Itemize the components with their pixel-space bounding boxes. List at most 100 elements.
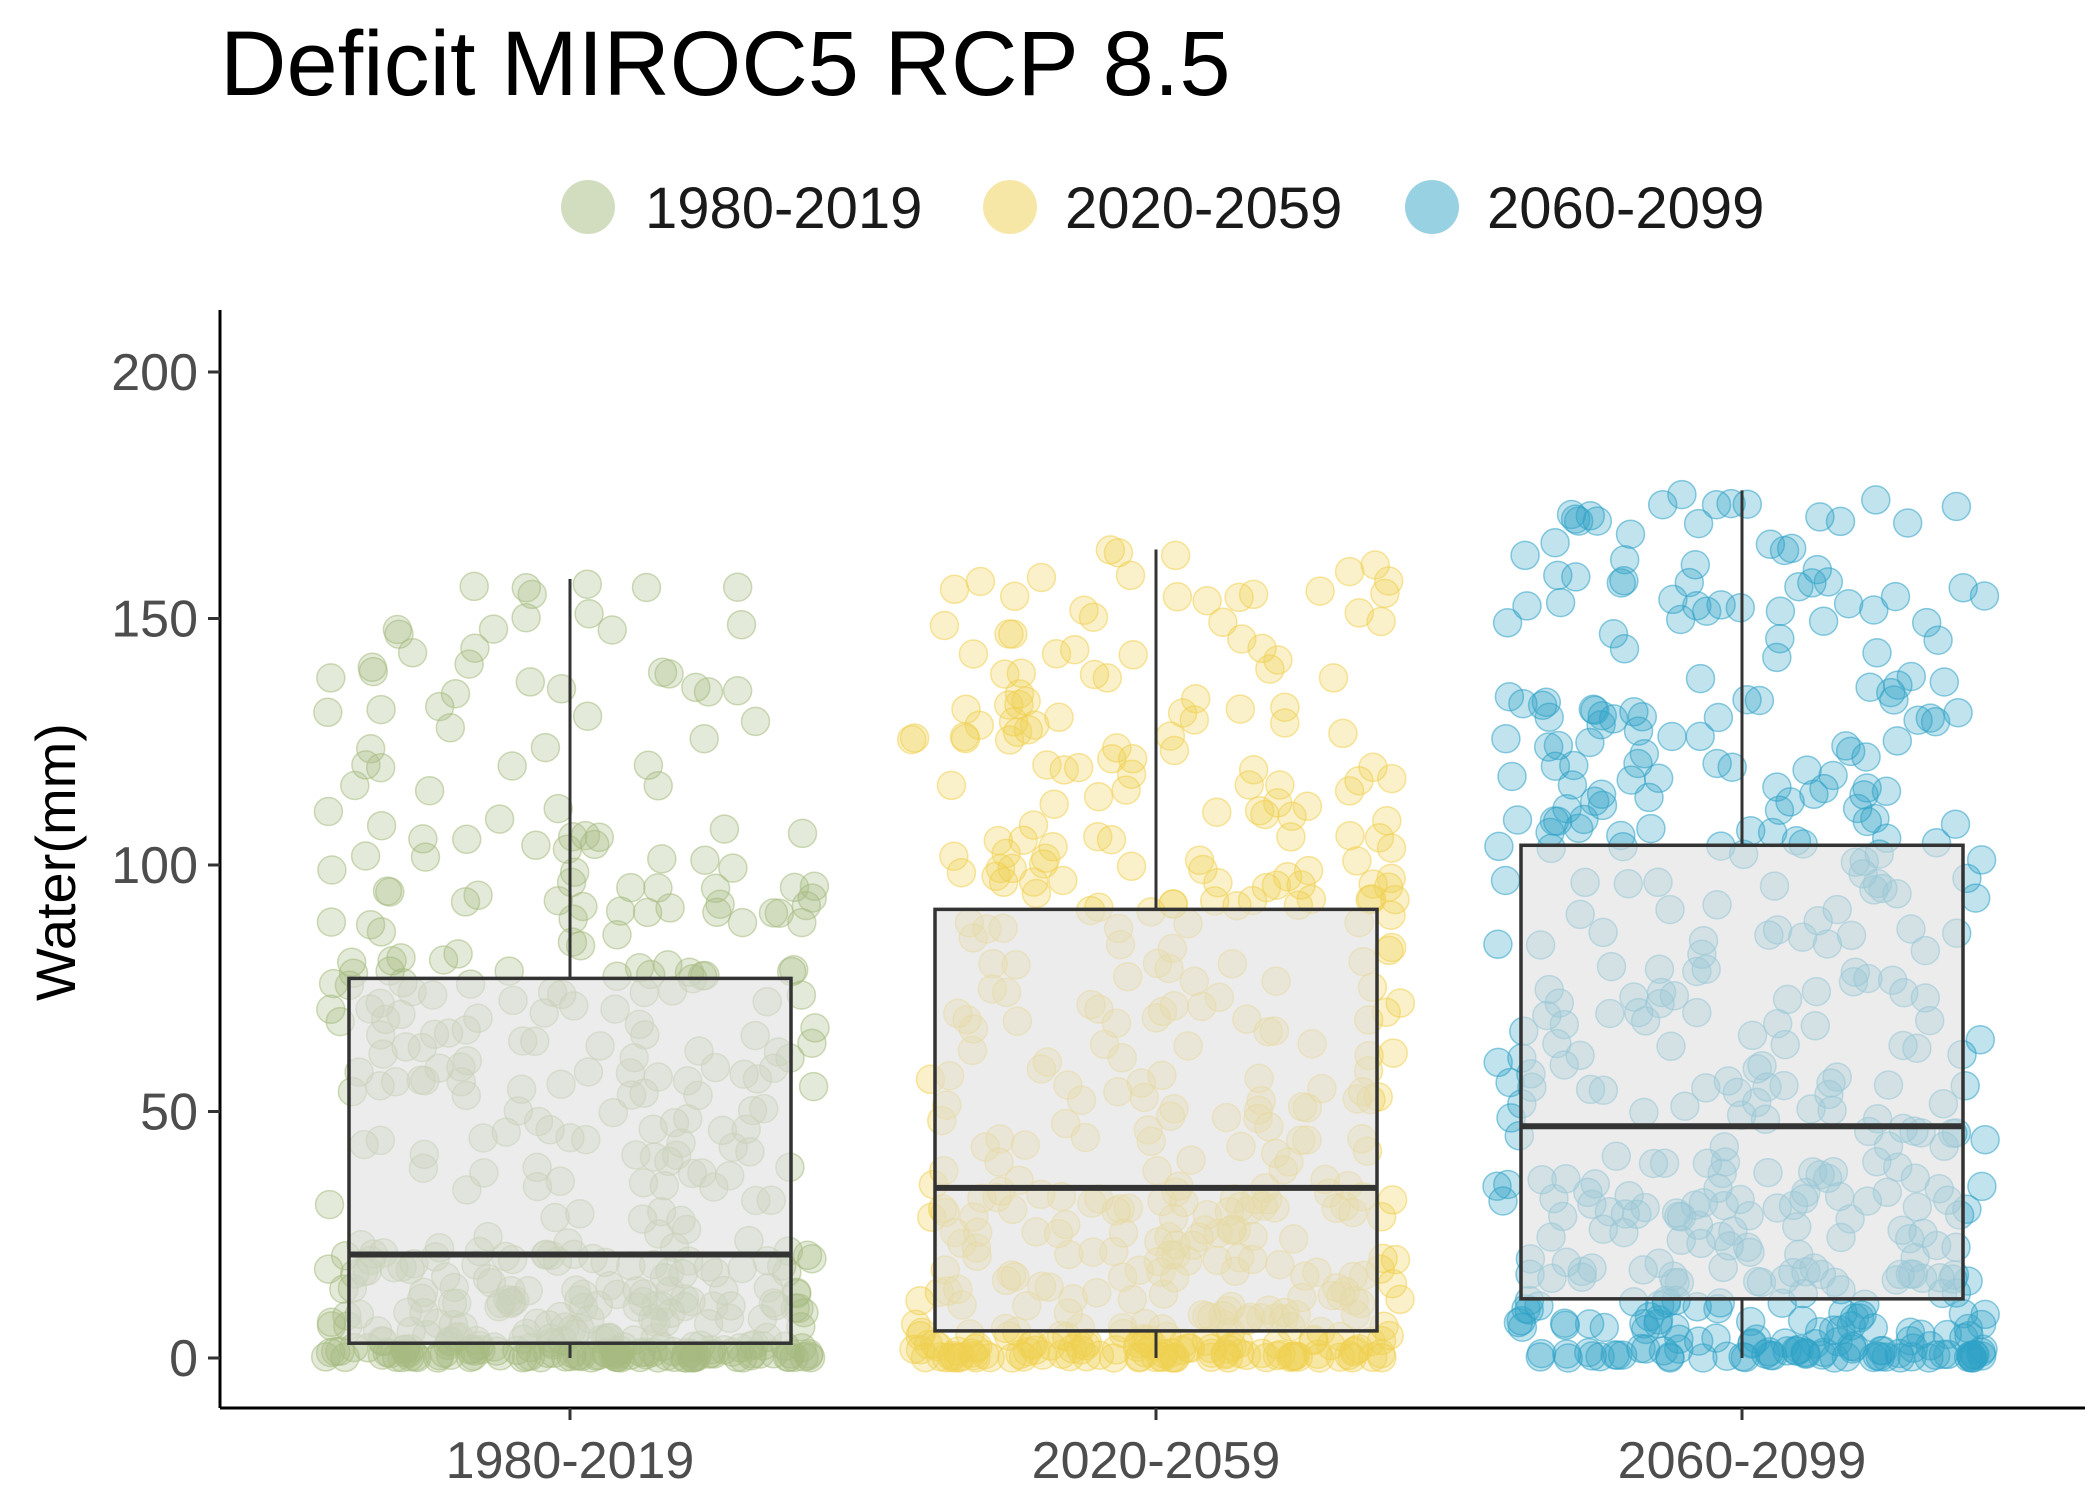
data-point: [1533, 732, 1564, 762]
data-point: [559, 857, 590, 887]
data-point: [1491, 723, 1521, 754]
iqr-box: [347, 976, 793, 1345]
data-point: [1013, 714, 1044, 745]
data-point: [1920, 706, 1951, 737]
legend-key-2: [1405, 180, 1459, 234]
data-point: [787, 1333, 817, 1363]
data-point: [1334, 556, 1365, 587]
box-2060-2099: [1519, 490, 1965, 1358]
data-point: [993, 690, 1024, 720]
data-point: [1835, 736, 1866, 767]
data-point: [1488, 1186, 1518, 1216]
data-point: [1358, 752, 1388, 783]
data-point: [1970, 1124, 2000, 1155]
data-point: [365, 752, 396, 783]
data-point: [1957, 1343, 1988, 1373]
data-point: [929, 610, 960, 641]
data-point: [1915, 703, 1946, 733]
data-point: [1098, 1343, 1129, 1373]
data-point: [1680, 550, 1711, 580]
data-point: [1018, 810, 1049, 840]
data-point: [1929, 667, 1960, 697]
y-axis-title: Water(mm): [24, 723, 87, 1001]
data-point: [1831, 731, 1861, 761]
data-point: [1005, 1339, 1035, 1370]
data-point: [574, 599, 604, 629]
data-point: [1688, 1343, 1718, 1373]
data-point: [1702, 748, 1732, 779]
data-point: [1879, 685, 1909, 715]
data-point: [923, 1331, 954, 1362]
data-point: [1839, 1332, 1869, 1362]
data-point: [1018, 867, 1049, 897]
data-point: [1933, 1339, 1963, 1370]
data-point: [985, 853, 1016, 884]
data-point: [797, 1243, 827, 1274]
data-point: [1648, 1336, 1679, 1366]
data-point: [1960, 883, 1991, 913]
data-point: [1623, 748, 1653, 779]
data-point: [355, 734, 386, 764]
data-point: [1859, 595, 1889, 625]
data-point: [1270, 692, 1300, 722]
data-point: [1044, 702, 1074, 733]
data-point: [690, 845, 720, 875]
data-point: [1162, 582, 1193, 612]
data-point: [1531, 687, 1562, 718]
data-point: [1609, 544, 1640, 575]
data-point: [1966, 845, 1997, 875]
data-point: [366, 917, 397, 947]
data-point: [899, 723, 930, 753]
iqr-box: [933, 907, 1379, 1333]
data-point: [443, 939, 473, 969]
data-point: [1970, 1299, 2000, 1330]
data-point: [1097, 744, 1127, 774]
legend-label-1: 2020-2059: [1065, 176, 1342, 241]
data-point: [960, 1333, 991, 1364]
data-point: [1880, 581, 1911, 612]
data-point: [1813, 567, 1844, 597]
data-point: [515, 667, 546, 697]
data-point: [1377, 1268, 1408, 1299]
data-point: [1125, 1342, 1155, 1372]
data-point: [602, 920, 632, 950]
data-point: [1028, 849, 1059, 879]
y-tick-label-4: 200: [111, 344, 198, 402]
data-point: [1751, 1339, 1781, 1369]
data-point: [1941, 491, 1972, 522]
data-point: [1335, 820, 1365, 851]
data-point: [1744, 685, 1775, 716]
data-point: [1587, 790, 1618, 821]
data-point: [1378, 1038, 1408, 1068]
data-point: [946, 857, 977, 888]
data-point: [1792, 755, 1822, 785]
data-point: [1497, 761, 1527, 792]
data-point: [1224, 582, 1254, 613]
data-point: [1494, 681, 1525, 712]
data-point: [1325, 1342, 1355, 1372]
data-point: [705, 889, 735, 919]
data-point: [1021, 878, 1052, 909]
data-point: [1683, 508, 1714, 539]
data-point: [1342, 846, 1372, 876]
data-point: [1188, 854, 1218, 885]
data-point: [1160, 540, 1191, 571]
box-2020-2059: [933, 549, 1379, 1358]
data-point: [1263, 645, 1293, 675]
data-point: [1159, 735, 1190, 766]
data-point: [652, 1341, 682, 1371]
data-point: [558, 904, 588, 934]
data-point: [1847, 1300, 1877, 1330]
data-point: [454, 649, 484, 679]
data-point: [1885, 1343, 1916, 1373]
data-point: [550, 1342, 581, 1372]
data-point: [1896, 661, 1927, 692]
box-1980-2019: [347, 579, 793, 1358]
data-point: [936, 770, 967, 801]
data-point: [451, 824, 482, 855]
data-point: [1862, 638, 1892, 668]
data-point: [1118, 640, 1148, 670]
data-point: [718, 853, 748, 883]
data-point: [1732, 684, 1762, 715]
data-point: [1550, 1310, 1581, 1341]
